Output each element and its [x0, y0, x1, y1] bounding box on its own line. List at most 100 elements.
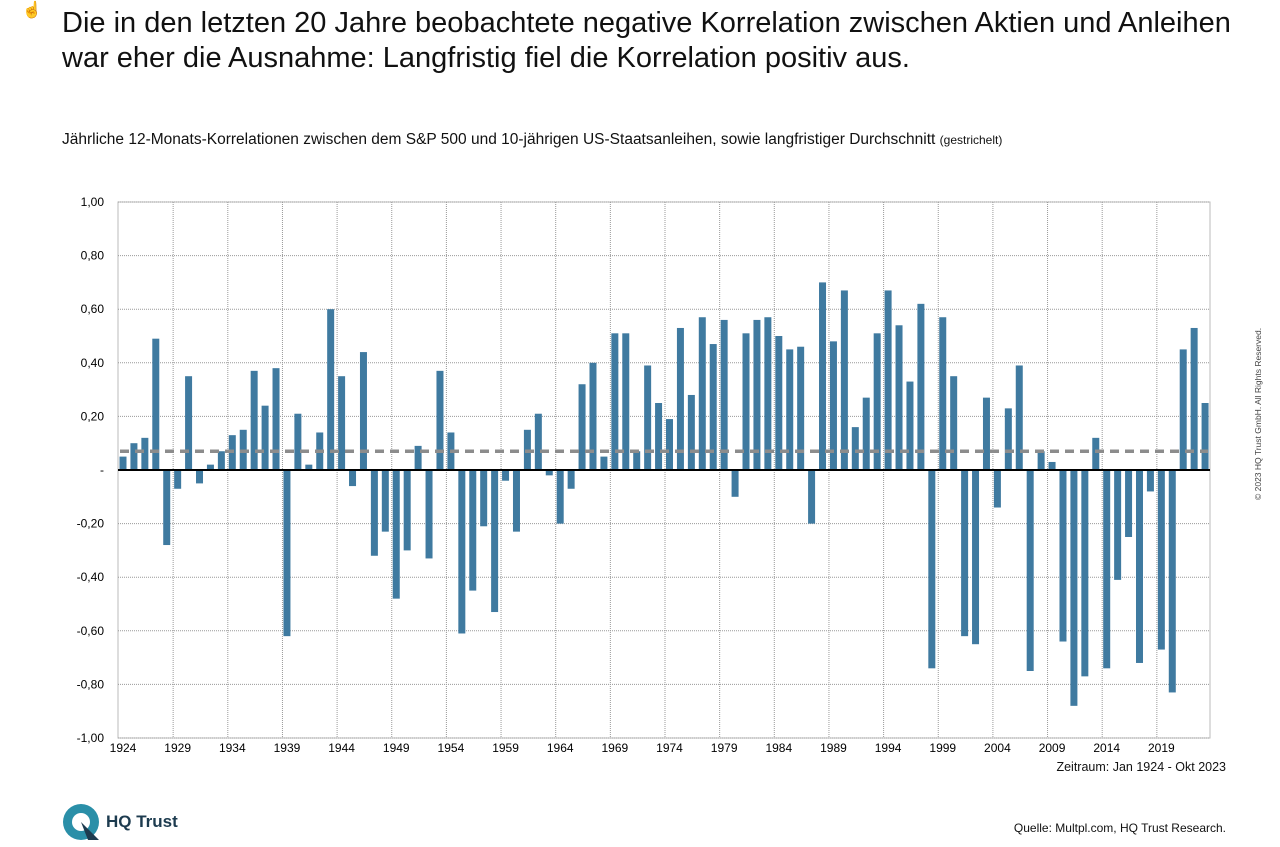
bar-1976 [687, 394, 695, 470]
x-tick-label: 2009 [1039, 741, 1066, 755]
x-tick-label: 1959 [492, 741, 519, 755]
bar-1967 [589, 362, 597, 470]
x-tick-label: 1949 [383, 741, 410, 755]
bar-1994 [884, 290, 892, 470]
bar-2016 [1125, 470, 1133, 537]
bar-1964 [556, 470, 564, 524]
bar-2007 [1026, 470, 1034, 671]
bar-2023 [1201, 403, 1209, 470]
bar-1944 [338, 376, 346, 470]
bar-1953 [436, 370, 444, 470]
subtitle-text: Jährliche 12-Monats-Korrelationen zwisch… [62, 131, 936, 148]
bar-2002 [972, 470, 980, 645]
x-tick-label: 1994 [875, 741, 902, 755]
bar-1971 [633, 451, 641, 470]
bar-2009 [1048, 461, 1056, 470]
bar-1992 [862, 397, 870, 470]
bar-1937 [261, 405, 269, 470]
bar-2014 [1103, 470, 1111, 669]
bar-1939 [283, 470, 291, 637]
x-tick-label: 2019 [1148, 741, 1175, 755]
bar-1969 [611, 333, 619, 470]
bar-1946 [359, 352, 367, 470]
x-tick-label: 1934 [219, 741, 246, 755]
bar-1924 [119, 456, 127, 470]
bar-1959 [502, 470, 510, 481]
y-tick-label: 0,20 [81, 409, 105, 423]
bar-1993 [873, 333, 881, 470]
x-tick-label: 1999 [929, 741, 956, 755]
bar-1966 [578, 384, 586, 470]
bar-1998 [928, 470, 936, 669]
bar-2021 [1179, 349, 1187, 470]
bar-1941 [305, 464, 313, 470]
y-tick-label: -0,20 [77, 517, 105, 531]
bar-1933 [217, 451, 225, 470]
bar-1940 [294, 413, 302, 470]
x-tick-label: 1939 [274, 741, 301, 755]
y-tick-label: 1,00 [81, 195, 105, 209]
bar-1929 [174, 470, 182, 489]
y-tick-label: -1,00 [77, 731, 105, 745]
bar-1928 [163, 470, 171, 546]
bar-1932 [206, 464, 214, 470]
bar-2005 [1004, 408, 1012, 470]
bar-1938 [272, 368, 280, 470]
x-tick-label: 1924 [110, 741, 137, 755]
bar-2006 [1015, 365, 1023, 470]
bar-2011 [1070, 470, 1078, 706]
bar-2017 [1135, 470, 1143, 663]
x-tick-label: 2014 [1093, 741, 1120, 755]
bar-1997 [917, 303, 925, 470]
bar-1980 [731, 470, 739, 497]
bar-1975 [676, 327, 684, 470]
logo-icon [63, 804, 99, 840]
x-tick-label: 1969 [601, 741, 628, 755]
y-tick-label: - [100, 463, 104, 477]
bar-1945 [349, 470, 357, 487]
bar-1949 [392, 470, 400, 599]
bar-1927 [152, 338, 160, 470]
page-title: Die in den letzten 20 Jahre beobachtete … [62, 7, 1231, 74]
y-tick-label: 0,80 [81, 249, 105, 263]
bar-1995 [895, 325, 903, 470]
x-tick-label: 1979 [711, 741, 738, 755]
bar-1988 [819, 282, 827, 470]
subtitle-note: (gestrichelt) [939, 133, 1003, 147]
y-tick-label: 0,60 [81, 302, 105, 316]
bar-2013 [1092, 437, 1100, 470]
bar-1957 [480, 470, 488, 527]
bar-1952 [425, 470, 433, 559]
bar-1990 [840, 290, 848, 470]
bar-1984 [775, 336, 783, 470]
bar-1965 [567, 470, 575, 489]
bar-1956 [469, 470, 477, 591]
bar-2000 [950, 376, 958, 470]
x-tick-label: 1974 [656, 741, 683, 755]
bar-1925 [130, 443, 138, 470]
bar-1968 [600, 456, 608, 470]
bar-1986 [797, 346, 805, 470]
x-tick-label: 1984 [765, 741, 792, 755]
bar-2003 [982, 397, 990, 470]
bar-2004 [993, 470, 1001, 508]
bar-1951 [414, 445, 422, 470]
bar-1991 [851, 427, 859, 470]
y-tick-label: -0,60 [77, 624, 105, 638]
bar-1985 [786, 349, 794, 470]
bar-2019 [1157, 470, 1165, 650]
x-tick-label: 1954 [438, 741, 465, 755]
bar-1989 [829, 341, 837, 470]
bar-1974 [666, 419, 673, 470]
bar-1931 [196, 470, 204, 484]
chart-subtitle: Jährliche 12-Monats-Korrelationen zwisch… [62, 131, 1002, 149]
bar-2015 [1114, 470, 1122, 580]
bar-1978 [709, 344, 717, 470]
bar-1962 [534, 413, 542, 470]
x-tick-label: 1944 [328, 741, 355, 755]
bar-2010 [1059, 470, 1067, 642]
bar-1926 [141, 437, 149, 470]
bar-1958 [491, 470, 499, 613]
source-label: Quelle: Multpl.com, HQ Trust Research. [1013, 821, 1226, 835]
